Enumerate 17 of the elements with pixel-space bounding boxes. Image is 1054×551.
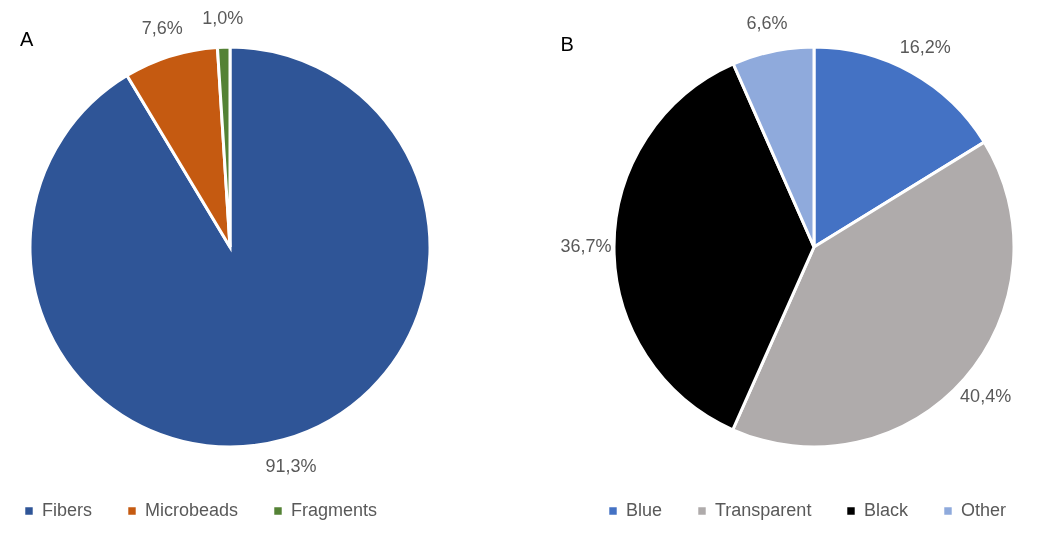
legend-label: Microbeads xyxy=(145,500,239,520)
data-label: 40,4% xyxy=(960,386,1012,407)
legend-label: Fibers xyxy=(42,500,93,520)
legend-label: Transparent xyxy=(715,500,812,520)
legend-label: Fragments xyxy=(291,500,378,520)
data-label: 36,7% xyxy=(560,235,612,256)
pie-slice xyxy=(28,45,432,449)
data-label: 91,3% xyxy=(265,455,317,476)
text: B xyxy=(560,32,574,55)
data-label: 16,2% xyxy=(899,36,951,57)
legend-label: Other xyxy=(961,500,1007,520)
legend-label: Black xyxy=(864,500,910,520)
text: A xyxy=(20,28,34,51)
data-label: 6,6% xyxy=(746,12,788,33)
data-label: 1,0% xyxy=(202,8,244,29)
legend-label: Blue xyxy=(626,500,663,520)
data-label: 7,6% xyxy=(141,18,183,39)
